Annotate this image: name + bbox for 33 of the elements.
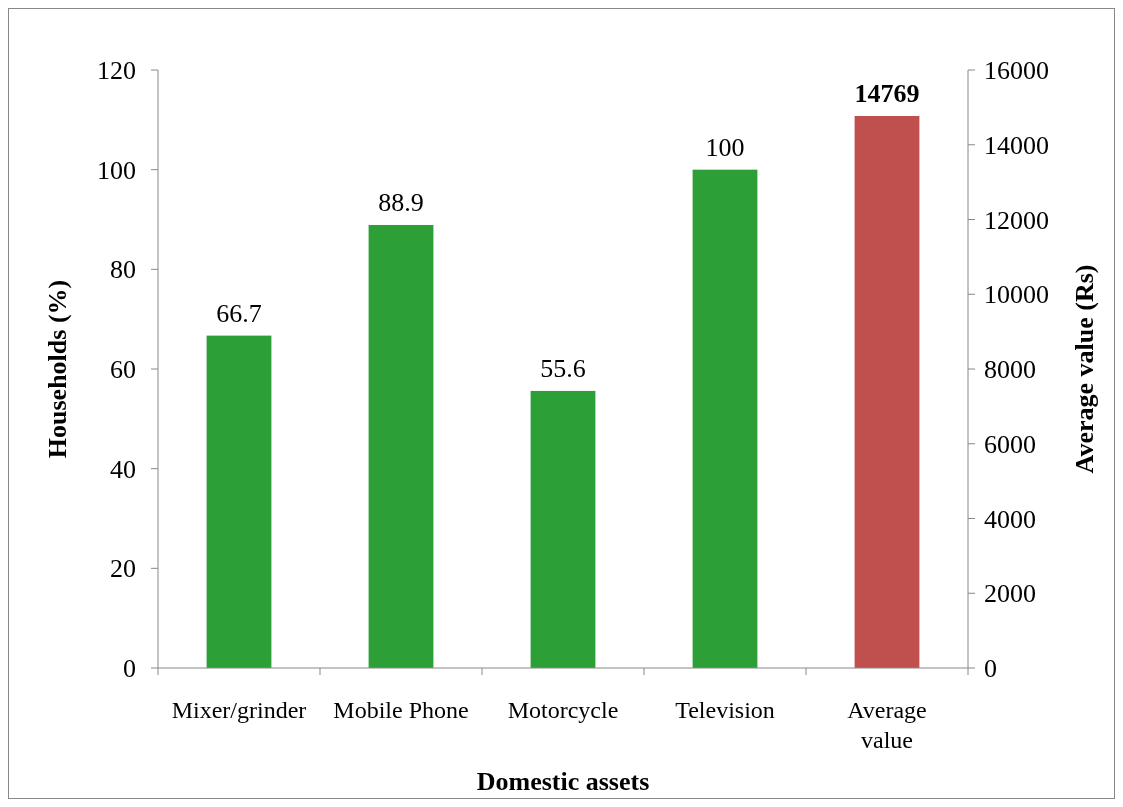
y2-tick-label: 14000 (984, 130, 1049, 160)
y-axis-title: Households (%) (43, 279, 72, 459)
bar (368, 224, 434, 668)
x-tick-label: Mixer/grinder (171, 697, 307, 723)
y2-tick-label: 12000 (984, 205, 1049, 235)
y-tick-label: 80 (110, 255, 136, 285)
data-label: 66.7 (216, 298, 262, 328)
x-tick-label: Television (675, 697, 775, 723)
y2-tick-label: 10000 (984, 280, 1049, 310)
y-tick-label: 0 (123, 654, 136, 683)
x-tick-label: Motorcycle (507, 697, 619, 723)
bar (692, 169, 758, 668)
y2-tick-label: 4000 (984, 504, 1036, 534)
y2-tick-label: 8000 (984, 355, 1036, 384)
y-tick-label: 20 (110, 554, 136, 584)
bar (206, 335, 272, 668)
y-tick-label: 100 (97, 155, 136, 185)
y2-tick-label: 6000 (984, 429, 1036, 459)
data-label: 14769 (854, 79, 920, 109)
x-axis-title: Domestic assets (476, 767, 650, 796)
y-tick-label: 40 (110, 454, 136, 484)
y2-tick-label: 0 (984, 654, 997, 683)
x-tick-label: Mobile Phone (333, 697, 469, 723)
y-tick-label: 120 (97, 56, 136, 85)
y2-axis-title: Average value (Rs) (1070, 264, 1099, 474)
data-label: 100 (705, 132, 745, 162)
data-label: 88.9 (378, 187, 424, 217)
y2-tick-label: 2000 (984, 579, 1036, 609)
y-tick-label: 60 (110, 355, 136, 384)
bar (530, 390, 596, 668)
data-label: 55.6 (540, 353, 586, 383)
x-tick-label: Average value (847, 697, 927, 753)
y2-tick-label: 16000 (984, 56, 1049, 85)
